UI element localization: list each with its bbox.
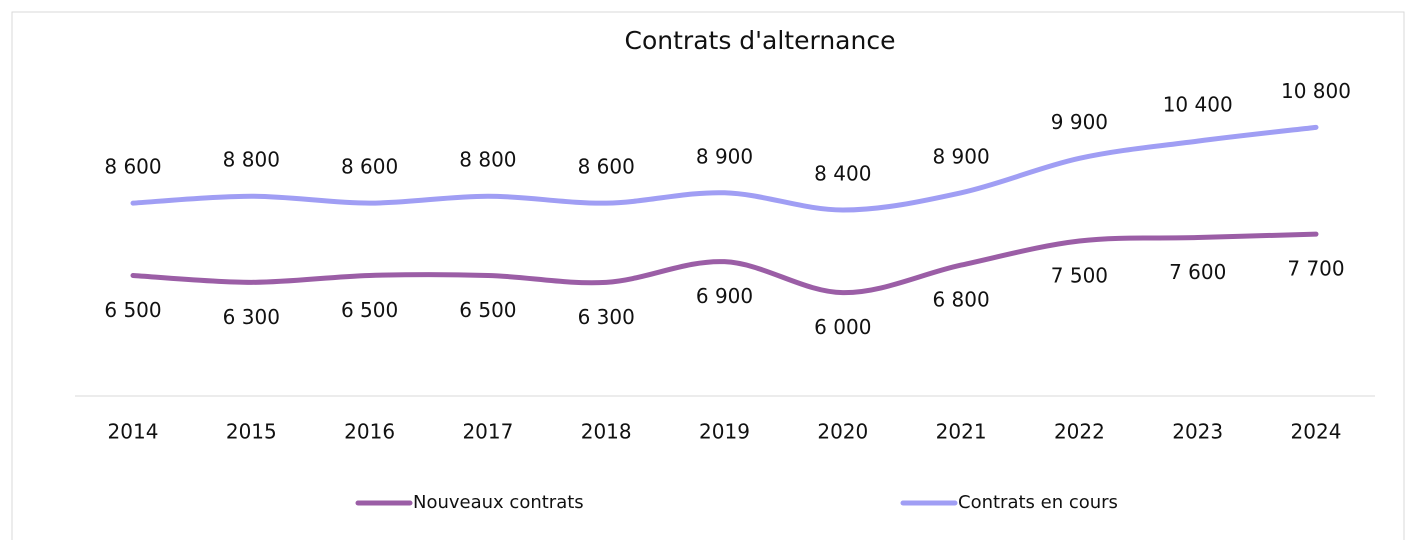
line — [130, 124, 1319, 213]
data-label: 8 800 — [459, 148, 516, 172]
x-tick-label: 2016 — [344, 420, 395, 444]
data-label: 8 600 — [578, 155, 635, 179]
data-label: 6 800 — [932, 288, 989, 312]
data-label: 7 700 — [1287, 257, 1344, 281]
x-tick-label: 2022 — [1054, 420, 1105, 444]
data-label: 10 400 — [1163, 93, 1233, 117]
data-label: 10 800 — [1281, 79, 1351, 103]
x-tick-label: 2014 — [108, 420, 159, 444]
data-label: 9 900 — [1051, 110, 1108, 134]
data-label: 6 500 — [459, 298, 516, 322]
data-label: 8 600 — [341, 155, 398, 179]
data-label: 6 900 — [696, 284, 753, 308]
data-label: 8 900 — [932, 144, 989, 168]
chart-border — [11, 11, 1405, 540]
data-label: 8 400 — [814, 162, 871, 186]
line — [130, 231, 1319, 296]
data-label: 8 600 — [104, 155, 161, 179]
x-tick-label: 2023 — [1172, 420, 1223, 444]
data-label: 8 800 — [223, 148, 280, 172]
data-label: 6 300 — [578, 305, 635, 329]
x-tick-label: 2015 — [226, 420, 277, 444]
x-tick-label: 2020 — [817, 420, 868, 444]
data-label: 6 500 — [341, 298, 398, 322]
data-label: 7 500 — [1051, 264, 1108, 288]
data-label: 6 500 — [104, 298, 161, 322]
data-label: 6 300 — [223, 305, 280, 329]
legend-label: Contrats en cours — [958, 492, 1118, 513]
x-tick-label: 2024 — [1291, 420, 1342, 444]
data-label: 8 900 — [696, 144, 753, 168]
x-tick-label: 2018 — [581, 420, 632, 444]
x-tick-label: 2021 — [936, 420, 987, 444]
x-tick-label: 2017 — [462, 420, 513, 444]
data-label: 6 000 — [814, 315, 871, 339]
chart-title: Contrats d'alternance — [625, 26, 896, 55]
legend-label: Nouveaux contrats — [413, 492, 584, 513]
x-tick-label: 2019 — [699, 420, 750, 444]
data-label: 7 600 — [1169, 260, 1226, 284]
